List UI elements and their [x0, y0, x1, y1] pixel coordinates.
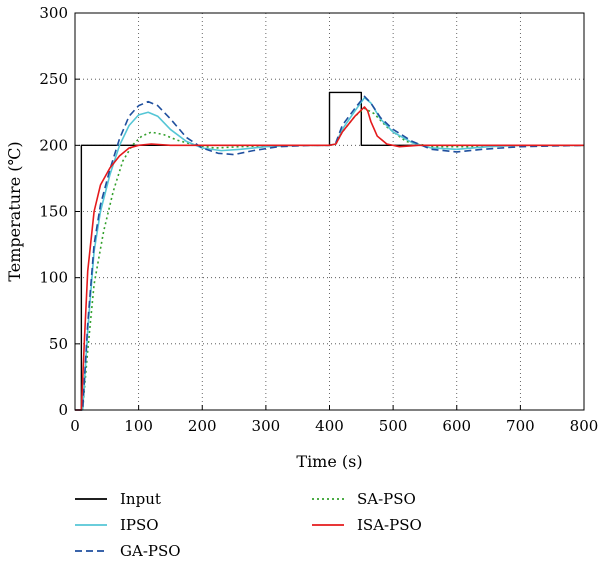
legend-label: IPSO — [120, 516, 159, 534]
legend-label: GA-PSO — [120, 542, 181, 560]
x-axis-label: Time (s) — [296, 452, 362, 471]
y-axis-label: Temperature (℃) — [5, 141, 24, 281]
series-line-ga-pso — [75, 95, 585, 411]
series-line-isa-pso — [75, 106, 584, 411]
series-line-sa-pso — [75, 107, 584, 411]
series-line-input — [75, 91, 584, 411]
legend-item-ga-pso: GA-PSO — [75, 542, 181, 560]
legend-item-input: Input — [75, 490, 161, 508]
legend-item-sa-pso: SA-PSO — [312, 490, 416, 508]
legend-item-ipso: IPSO — [75, 516, 159, 534]
x-tick-label: 800 — [570, 417, 599, 435]
legend-label: ISA-PSO — [357, 516, 422, 534]
series-lines — [75, 91, 585, 411]
x-tick-label: 500 — [379, 417, 408, 435]
x-axis-ticks: 0 100 200 300 400 500 600 700 800 — [70, 405, 598, 435]
y-tick-label: 0 — [58, 401, 68, 419]
y-tick-label: 100 — [39, 269, 68, 287]
legend-label: Input — [120, 490, 161, 508]
x-tick-label: 300 — [252, 417, 281, 435]
legend-item-isa-pso: ISA-PSO — [312, 516, 422, 534]
x-tick-label: 700 — [506, 417, 535, 435]
legend-label: SA-PSO — [357, 490, 416, 508]
legend: Input IPSO GA-PSO SA-PSO ISA-PSO — [75, 490, 422, 560]
y-axis-ticks: 0 50 100 150 200 250 300 — [39, 4, 80, 419]
y-tick-label: 250 — [39, 70, 68, 88]
series-line-ipso — [75, 96, 584, 411]
x-tick-label: 600 — [442, 417, 471, 435]
y-tick-label: 200 — [39, 136, 68, 154]
y-tick-label: 300 — [39, 4, 68, 22]
x-tick-label: 200 — [188, 417, 217, 435]
x-tick-label: 0 — [70, 417, 80, 435]
x-tick-label: 400 — [315, 417, 344, 435]
y-tick-label: 50 — [49, 335, 68, 353]
y-tick-label: 150 — [39, 203, 68, 221]
x-tick-label: 100 — [124, 417, 153, 435]
